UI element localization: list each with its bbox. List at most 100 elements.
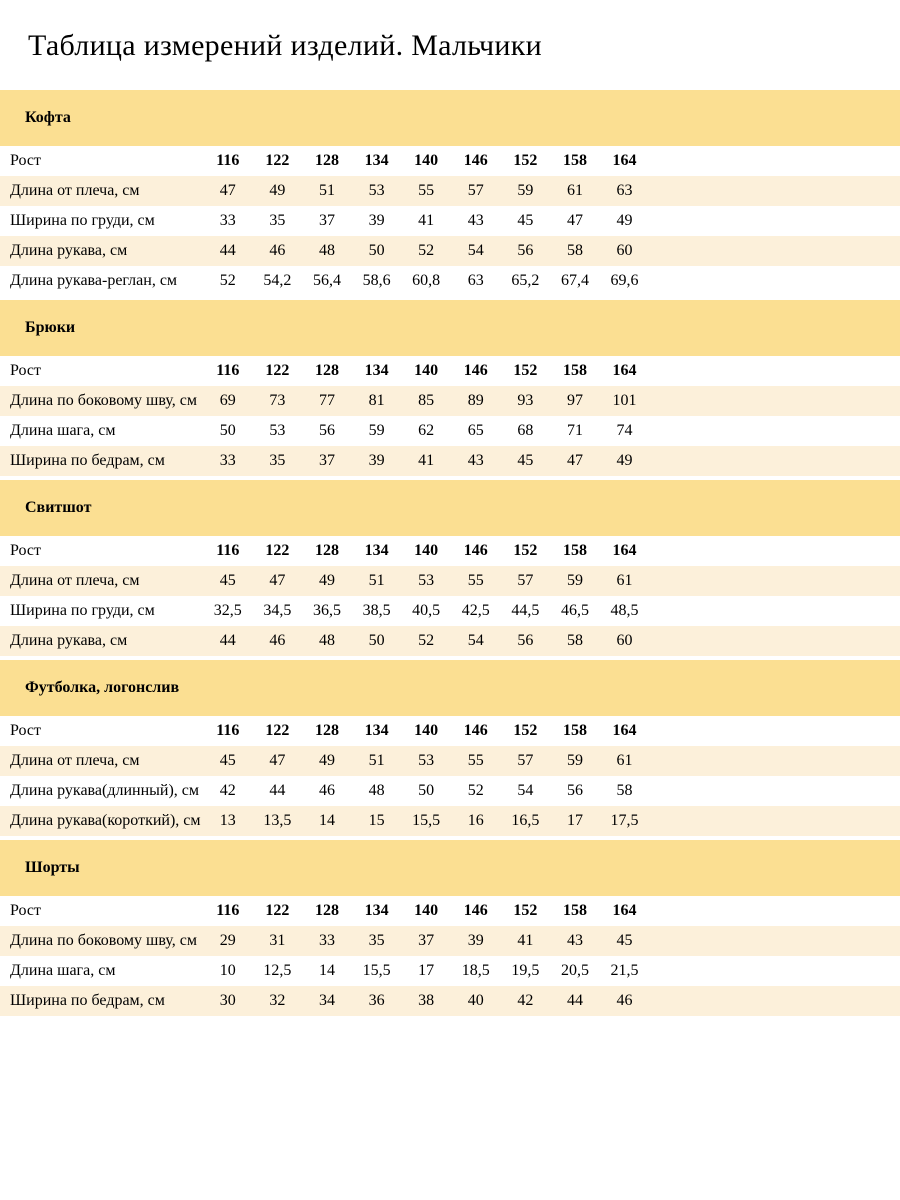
measurement-value: 44 [566, 992, 583, 1009]
measurement-value: 30 [219, 992, 236, 1009]
measurement-value: 31 [269, 932, 286, 949]
measurement-label: Длина по боковому шву, см [10, 392, 198, 409]
measurement-value: 50 [418, 782, 435, 799]
measurement-row: Длина шага, см 10 12,5 14 15,5 17 18,5 19,5 20,5… [0, 956, 900, 986]
measurement-value: 50 [368, 242, 385, 259]
section-title: Кофта [25, 109, 71, 126]
measurement-value: 52 [219, 272, 236, 289]
measurement-value: 39 [467, 932, 484, 949]
measurement-value: 45 [517, 212, 534, 229]
measurement-value: 46 [269, 242, 286, 259]
measurement-value: 58,6 [362, 272, 391, 289]
measurement-label: Длина шага, см [10, 422, 116, 439]
size-column-header: 140 [414, 542, 439, 559]
measurement-value: 54 [467, 632, 484, 649]
section-header: Шорты [0, 840, 900, 896]
measurement-label: Длина рукава, см [10, 632, 128, 649]
measurement-value: 48 [318, 242, 335, 259]
measurement-value: 32,5 [213, 602, 242, 619]
measurement-value: 47 [566, 212, 583, 229]
size-column-header: 134 [364, 722, 389, 739]
measurement-value: 46 [616, 992, 633, 1009]
size-column-header: 128 [314, 542, 339, 559]
section-0: Кофта Рост 116 122 128 134 140 146 152 158 164 Длин… [0, 90, 900, 296]
measurement-value: 51 [318, 182, 335, 199]
measurement-value: 57 [517, 752, 534, 769]
measurement-value: 57 [467, 182, 484, 199]
measurement-value: 36,5 [312, 602, 341, 619]
measurement-row: Длина по боковому шву, см 69 73 77 81 85 89 93 9… [0, 386, 900, 416]
measurement-value: 59 [368, 422, 385, 439]
measurement-value: 65,2 [511, 272, 540, 289]
measurement-value: 49 [616, 452, 633, 469]
size-column-header: 158 [562, 152, 587, 169]
height-label: Рост [10, 362, 41, 379]
measurement-value: 51 [368, 752, 385, 769]
measurement-value: 46 [269, 632, 286, 649]
section-4: Шорты Рост 116 122 128 134 140 146 152 158 164 Длин… [0, 840, 900, 1016]
height-label: Рост [10, 722, 41, 739]
measurement-value: 29 [219, 932, 236, 949]
section-2: Свитшот Рост 116 122 128 134 140 146 152 158 164 Дл… [0, 480, 900, 656]
measurement-row: Длина от плеча, см 45 47 49 51 53 55 57 59 61 [0, 746, 900, 776]
measurement-value: 13,5 [263, 812, 292, 829]
size-column-header: 116 [216, 152, 240, 169]
measurement-label: Длина от плеча, см [10, 182, 140, 199]
measurement-value: 42 [517, 992, 534, 1009]
measurement-value: 33 [219, 452, 236, 469]
measurement-value: 16 [467, 812, 484, 829]
size-column-header: 164 [612, 902, 637, 919]
measurement-value: 37 [318, 452, 335, 469]
measurement-value: 40,5 [412, 602, 441, 619]
size-column-header: 134 [364, 362, 389, 379]
measurement-value: 55 [418, 182, 435, 199]
size-column-header: 134 [364, 152, 389, 169]
measurement-value: 33 [219, 212, 236, 229]
measurement-value: 57 [517, 572, 534, 589]
measurement-value: 59 [566, 752, 583, 769]
measurement-value: 48,5 [610, 602, 639, 619]
size-column-header: 152 [513, 722, 538, 739]
measurement-value: 55 [467, 752, 484, 769]
height-label: Рост [10, 152, 41, 169]
measurement-value: 61 [616, 572, 633, 589]
size-column-header: 146 [463, 542, 488, 559]
measurement-value: 39 [368, 212, 385, 229]
size-column-header: 164 [612, 542, 637, 559]
measurement-value: 44 [269, 782, 286, 799]
measurement-value: 54 [517, 782, 534, 799]
measurement-row: Длина рукава, см 44 46 48 50 52 54 56 58 60 [0, 626, 900, 656]
measurement-value: 34 [318, 992, 335, 1009]
measurement-value: 55 [467, 572, 484, 589]
measurement-value: 59 [566, 572, 583, 589]
measurement-value: 40 [467, 992, 484, 1009]
section-title: Шорты [25, 859, 80, 876]
measurement-row: Длина рукава(длинный), см 42 44 46 48 50 52 54 5… [0, 776, 900, 806]
measurement-value: 44 [219, 242, 236, 259]
section-1: Брюки Рост 116 122 128 134 140 146 152 158 164 Длин… [0, 300, 900, 476]
size-column-header: 128 [314, 362, 339, 379]
measurement-value: 14 [318, 812, 335, 829]
measurement-value: 65 [467, 422, 484, 439]
section-header: Брюки [0, 300, 900, 356]
size-column-header: 158 [562, 362, 587, 379]
size-column-header: 146 [463, 902, 488, 919]
measurement-value: 32 [269, 992, 286, 1009]
measurement-value: 101 [612, 392, 637, 409]
size-column-header: 140 [414, 722, 439, 739]
measurement-value: 41 [418, 452, 435, 469]
measurement-row: Ширина по бедрам, см 33 35 37 39 41 43 45 47 49 [0, 446, 900, 476]
measurement-label: Длина от плеча, см [10, 752, 140, 769]
size-header-row: Рост 116 122 128 134 140 146 152 158 164 [0, 716, 900, 746]
measurement-value: 33 [318, 932, 335, 949]
size-column-header: 164 [612, 152, 637, 169]
size-column-header: 164 [612, 722, 637, 739]
size-column-header: 128 [314, 722, 339, 739]
measurement-value: 21,5 [610, 962, 639, 979]
measurement-value: 19,5 [511, 962, 540, 979]
measurement-value: 48 [368, 782, 385, 799]
measurement-value: 85 [418, 392, 435, 409]
size-header-row: Рост 116 122 128 134 140 146 152 158 164 [0, 896, 900, 926]
size-column-header: 152 [513, 152, 538, 169]
size-header-row: Рост 116 122 128 134 140 146 152 158 164 [0, 146, 900, 176]
